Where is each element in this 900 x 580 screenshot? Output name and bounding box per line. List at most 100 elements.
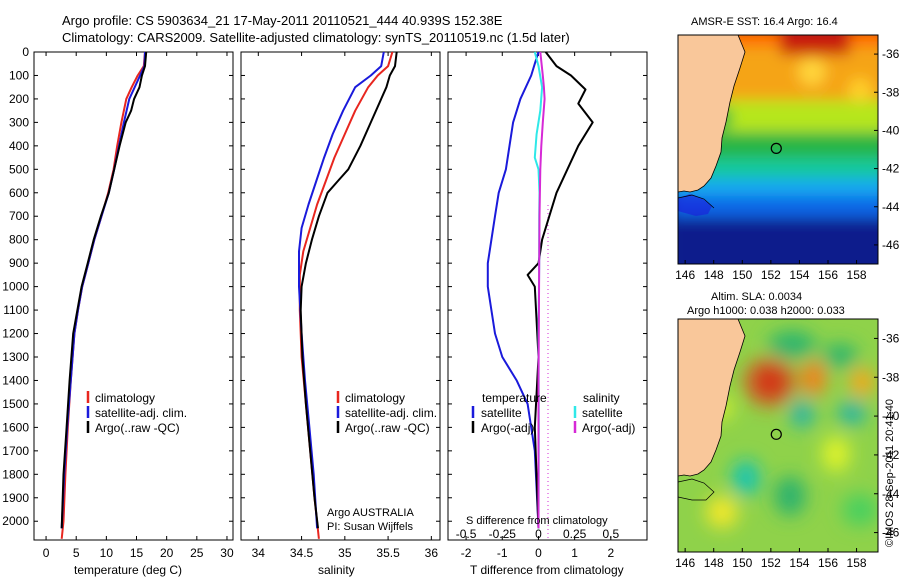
map-lon-label: 152 <box>761 268 781 282</box>
salinity-xlabel: salinity <box>318 563 355 577</box>
series-line-t-argo <box>526 51 594 529</box>
map-lon-label: 152 <box>761 556 781 570</box>
difference-axes-frame <box>447 51 648 541</box>
sst-map-frame <box>677 34 879 265</box>
s-tick-label: 0.5 <box>602 527 619 541</box>
t-difference-label: T difference from climatology <box>470 563 624 577</box>
map-lon-label: 148 <box>704 268 724 282</box>
legend-climatology-label: climatology <box>345 391 405 405</box>
series-line-t-satellite <box>486 51 540 529</box>
depth-tick-label: 1400 <box>2 373 29 387</box>
depth-tick-label: 600 <box>9 186 29 200</box>
map-lat-label: -36 <box>882 331 900 345</box>
map-lat-label: -38 <box>882 370 900 384</box>
temperature-x-axis: 0 5 10 15 20 25 30 <box>43 52 234 560</box>
sla-float-marker <box>770 428 782 440</box>
x-tick-label: 0 <box>43 546 50 560</box>
sst-float-marker <box>770 142 782 154</box>
depth-tick-label: 700 <box>9 209 29 223</box>
depth-tick-label: 1900 <box>2 491 29 505</box>
series-line-argo-raw-qc- <box>299 51 398 529</box>
sla-mainland <box>678 319 746 477</box>
legend-s-argo-label: Argo(-adj) <box>582 421 635 435</box>
legend-satellite-label: satellite-adj. clim. <box>95 406 187 420</box>
depth-axis: 0 100 200 300 400 500 600 700 800 900 1000 1100 1200… <box>2 45 233 528</box>
x-tick-label: 20 <box>160 546 174 560</box>
temperature-axes-frame <box>33 51 234 541</box>
sst-map-axes: 146 148 150 152 154 156 158 -36 -38 -40 -42 -44 -46 <box>675 47 900 282</box>
depth-tick-label: 1100 <box>3 303 29 317</box>
legend-s-satellite-label: satellite <box>582 406 623 420</box>
sla-map-frame <box>677 318 879 553</box>
depth-tick-label: 1700 <box>2 444 29 458</box>
x-tick-label: 36 <box>425 546 439 560</box>
difference-s-axis: -0.5 -0.25 0 0.25 0.5 <box>456 527 620 541</box>
legend-argo-label: Argo(..raw -QC) <box>345 421 430 435</box>
sst-map-title: AMSR-E SST: 16.4 Argo: 16.4 <box>691 16 838 28</box>
salinity-x-axis: 34 34.5 35 35.5 36 <box>252 52 439 560</box>
temperature-xlabel: temperature (deg C) <box>74 563 182 577</box>
depth-tick-label: 1800 <box>2 467 29 481</box>
series-line-s-argo <box>537 51 546 529</box>
temperature-series <box>60 51 148 539</box>
depth-tick-label: 500 <box>9 162 29 176</box>
salinity-series <box>298 51 398 539</box>
depth-tick-label: 1300 <box>2 350 29 364</box>
series-line-climatology <box>60 51 146 539</box>
depth-tick-label: 1600 <box>2 420 29 434</box>
x-tick-label: 2 <box>607 546 614 560</box>
map-lon-label: 146 <box>675 556 695 570</box>
difference-series <box>486 51 594 529</box>
map-lat-label: -46 <box>882 238 900 252</box>
salinity-panel: 34 34.5 35 35.5 36 salinity climatology sate… <box>240 51 441 577</box>
series-line-argo-raw-qc- <box>60 51 148 529</box>
salinity-legend: climatology satellite-adj. clim. Argo(..… <box>336 391 437 435</box>
legend-temperature-title: temperature <box>482 391 547 405</box>
map-lon-label: 154 <box>789 268 809 282</box>
salinity-annotation-line-1: Argo AUSTRALIA <box>327 507 414 519</box>
sst-coastline <box>678 194 715 209</box>
x-tick-label: 15 <box>130 546 144 560</box>
map-lon-label: 154 <box>789 556 809 570</box>
series-line-satellite-adj-clim- <box>60 51 146 529</box>
difference-x-axis: -2 -1 0 1 2 <box>461 52 614 560</box>
map-lon-label: 158 <box>847 556 867 570</box>
legend-satellite-label: satellite-adj. clim. <box>345 406 437 420</box>
map-lon-label: 150 <box>732 268 752 282</box>
legend-t-argo-label: Argo(-adj) <box>481 421 534 435</box>
salinity-depth-ticks <box>241 51 440 522</box>
sla-map-title: Altim. SLA: 0.0034 <box>711 291 802 303</box>
depth-tick-label: 1000 <box>2 280 29 294</box>
map-lat-label: -38 <box>882 85 900 99</box>
sla-coastline <box>678 478 715 501</box>
map-lon-label: 146 <box>675 268 695 282</box>
s-difference-label: S difference from climatology <box>466 515 608 527</box>
s-tick-label: -0.5 <box>456 527 477 541</box>
footer-stamp: ©IMOS 28-Sep-2011 20:41:40 <box>884 399 896 547</box>
x-tick-label: 0 <box>535 546 542 560</box>
depth-tick-label: 400 <box>9 139 29 153</box>
legend-argo-label: Argo(..raw -QC) <box>95 421 180 435</box>
s-tick-label: 0.25 <box>563 527 587 541</box>
salinity-annotation-line-2: PI: Susan Wijffels <box>327 521 413 533</box>
difference-panel: -2 -1 0 1 2 -0.5 -0.25 0 0.25 0.5 S difference f… <box>447 51 648 577</box>
x-tick-label: 35.5 <box>376 546 400 560</box>
sst-shelf <box>678 194 712 216</box>
s-tick-label: 0 <box>535 527 542 541</box>
map-lon-label: 156 <box>818 556 838 570</box>
map-lat-label: -46 <box>882 526 900 540</box>
series-line-satellite-adj-clim- <box>298 51 385 529</box>
depth-tick-label: 200 <box>9 92 29 106</box>
map-lat-label: -42 <box>882 448 900 462</box>
map-lon-label: 158 <box>847 268 867 282</box>
map-lat-label: -44 <box>882 487 900 501</box>
sst-map-panel: AMSR-E SST: 16.4 Argo: 16.4 146 <box>675 16 900 282</box>
x-tick-label: 34 <box>252 546 266 560</box>
depth-tick-label: 0 <box>22 45 29 59</box>
x-tick-label: 25 <box>190 546 204 560</box>
x-tick-label: 35 <box>338 546 352 560</box>
map-lat-label: -40 <box>882 123 900 137</box>
salinity-axes-frame <box>240 51 441 541</box>
